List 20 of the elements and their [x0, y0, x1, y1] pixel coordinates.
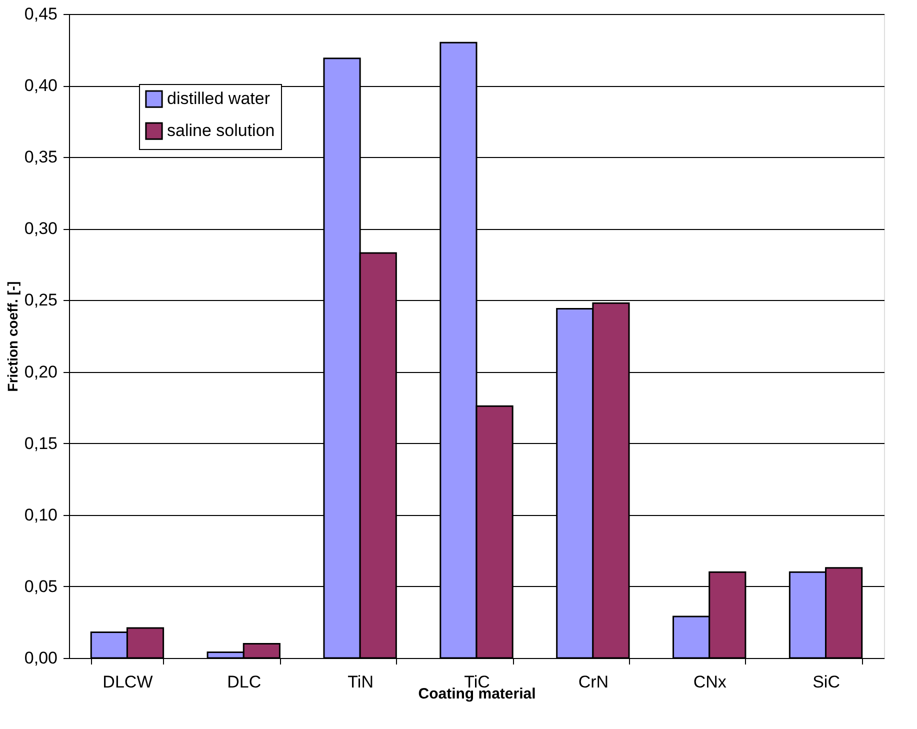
legend-label: saline solution: [167, 121, 275, 140]
y-tick-label: 0,10: [24, 505, 58, 524]
y-tick-label: 0,35: [24, 148, 58, 167]
y-tick-label: 0,25: [24, 290, 58, 310]
x-tick-label: SiC: [812, 672, 840, 692]
x-tick-label: TiN: [348, 672, 374, 692]
y-tick-label: 0,15: [24, 434, 58, 453]
y-axis-title: Friction coeff. [-]: [4, 281, 20, 392]
y-tick-label: 0,30: [24, 219, 58, 238]
x-tick-label: TiC: [464, 672, 490, 692]
y-tick-label: 0,00: [24, 648, 58, 668]
y-tick-label: 0,20: [24, 362, 58, 382]
x-tick-label: DLC: [227, 672, 262, 692]
x-tick-label: CNx: [693, 672, 727, 692]
x-tick-label: DLCW: [102, 672, 153, 692]
y-tick-label: 0,05: [24, 576, 58, 596]
y-tick-label: 0,40: [24, 76, 58, 96]
y-tick-label: 0,45: [24, 4, 58, 24]
x-tick-label: CrN: [578, 672, 609, 692]
legend-label: distilled water: [167, 89, 270, 108]
